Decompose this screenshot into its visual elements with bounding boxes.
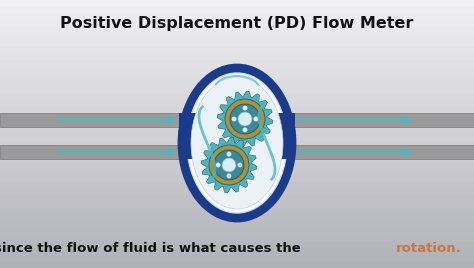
Circle shape [222,158,236,172]
Circle shape [243,106,247,110]
Polygon shape [217,91,273,147]
Circle shape [230,104,260,134]
Bar [0,114,474,122]
Bar [0,20,474,28]
Circle shape [216,163,220,168]
Bar [0,201,474,209]
Text: since the flow of fluid is what causes the: since the flow of fluid is what causes t… [0,241,305,255]
Bar [0,27,474,35]
Text: rotation.: rotation. [396,241,462,255]
Bar [0,241,474,249]
Bar [0,127,474,135]
Bar [0,161,474,169]
Bar [0,145,474,159]
Bar [0,94,474,102]
Circle shape [237,163,242,168]
Bar [0,188,474,195]
Bar [0,261,474,268]
Circle shape [227,152,231,157]
Bar [179,113,197,159]
Bar [0,100,474,108]
Circle shape [209,145,249,185]
Bar [0,234,474,242]
Circle shape [214,150,244,180]
Bar [0,221,474,229]
Text: Positive Displacement (PD) Flow Meter: Positive Displacement (PD) Flow Meter [60,16,414,31]
Bar [0,214,474,222]
Bar [0,208,474,215]
Ellipse shape [187,73,287,213]
Bar [0,134,474,142]
Bar [0,13,474,21]
Bar [0,34,474,41]
Circle shape [225,99,265,139]
Bar [0,181,474,189]
Bar [0,87,474,95]
Polygon shape [201,137,257,193]
Bar [0,121,474,128]
Ellipse shape [179,65,295,221]
Circle shape [238,112,252,126]
Bar [0,174,474,182]
Circle shape [254,117,258,121]
Bar [0,255,474,262]
Bar [0,168,474,175]
Bar [0,147,474,155]
Circle shape [232,117,237,121]
Text: since the flow of fluid is what causes the rotation.: since the flow of fluid is what causes t… [0,267,1,268]
Bar [0,80,474,88]
Bar [0,40,474,48]
Bar [0,54,474,61]
Bar [0,0,474,8]
Bar [0,67,474,75]
Ellipse shape [191,77,283,209]
Bar [277,113,295,159]
Circle shape [243,128,247,132]
Bar [0,154,474,162]
Bar [0,107,474,115]
Circle shape [227,173,231,178]
Bar [0,194,474,202]
Bar [0,47,474,55]
Bar [0,74,474,81]
Bar [0,113,474,127]
Bar [0,141,474,148]
Bar [0,7,474,14]
Bar [0,228,474,236]
Bar [0,60,474,68]
Bar [0,248,474,256]
